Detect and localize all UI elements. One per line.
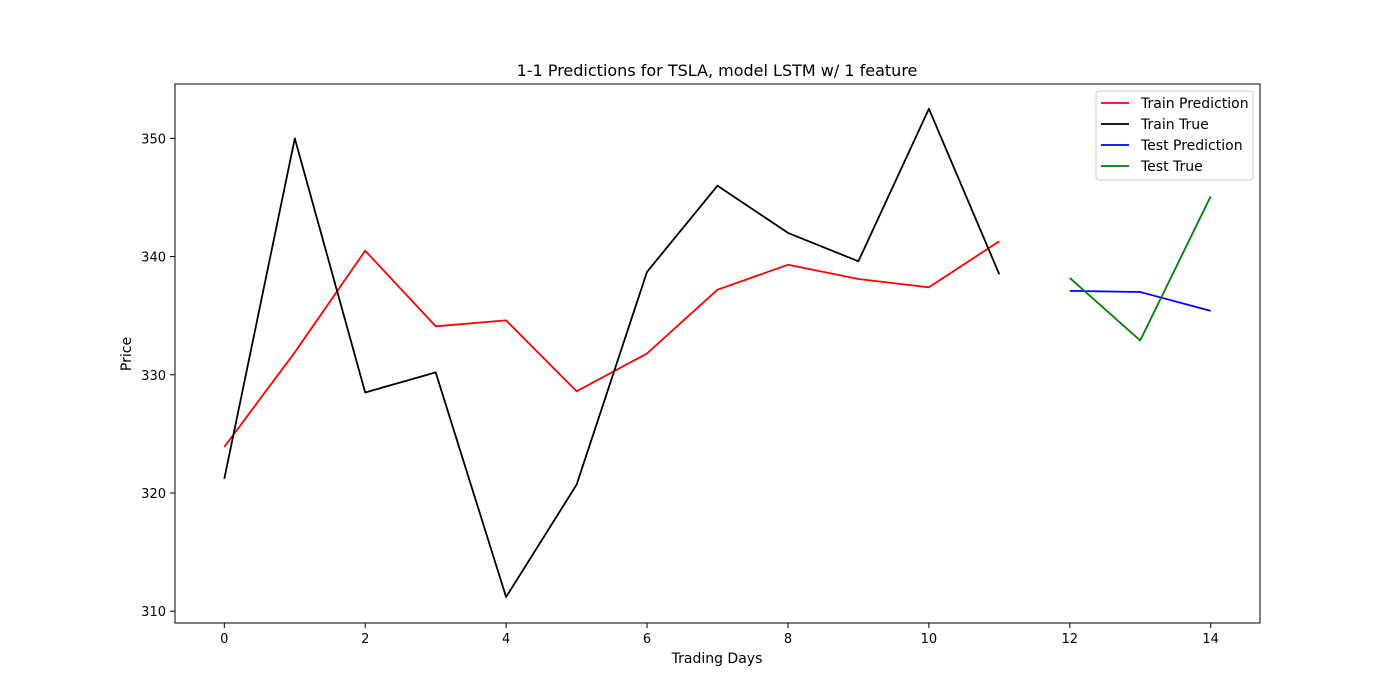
y-tick-label: 330: [141, 369, 166, 384]
x-tick-label: 4: [502, 632, 510, 647]
series-line-test-true: [1069, 195, 1212, 342]
x-tick-label: 6: [643, 632, 651, 647]
x-axis-label: Trading Days: [671, 651, 763, 667]
x-tick-label: 12: [1061, 632, 1078, 647]
x-tick-label: 8: [784, 632, 792, 647]
series-line-train-prediction: [223, 240, 1000, 448]
series-line-train-true: [223, 107, 1001, 598]
legend: Train Prediction Train True Test Predictio…: [1095, 90, 1254, 181]
y-tick-label: 350: [141, 132, 166, 147]
x-tick-label: 2: [361, 632, 369, 647]
plot-area: [223, 107, 1212, 598]
legend-label-test-prediction: Test Prediction: [1140, 138, 1243, 154]
legend-box: [1095, 90, 1254, 181]
x-axis: 0 2 4 6 8 10 12 14: [220, 623, 1219, 647]
legend-label-test-true: Test True: [1140, 159, 1203, 175]
chart-title: 1-1 Predictions for TSLA, model LSTM w/ …: [517, 61, 918, 80]
y-tick-label: 310: [141, 605, 166, 620]
y-axis: 310 320 330 340 350: [141, 132, 175, 620]
legend-label-train-true: Train True: [1140, 117, 1209, 133]
legend-label-train-prediction: Train Prediction: [1140, 96, 1249, 112]
x-tick-label: 10: [921, 632, 938, 647]
y-axis-label: Price: [119, 337, 135, 371]
x-tick-label: 14: [1202, 632, 1219, 647]
x-tick-label: 0: [220, 632, 228, 647]
series-line-test-prediction: [1069, 290, 1211, 312]
y-tick-label: 340: [141, 251, 166, 266]
y-tick-label: 320: [141, 487, 166, 502]
plot-frame: [174, 83, 1261, 624]
